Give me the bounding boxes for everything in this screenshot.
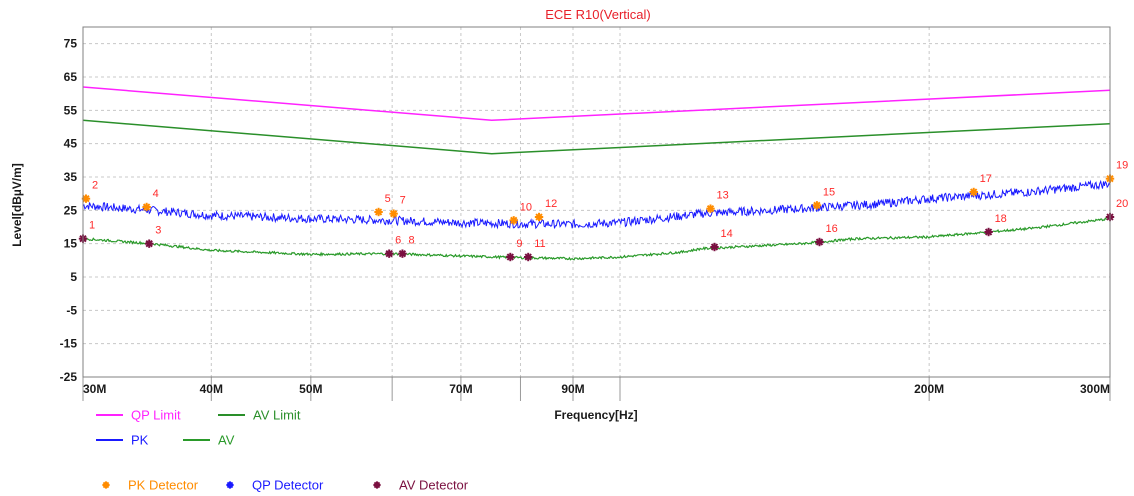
star-center (525, 254, 531, 260)
star-center (400, 251, 405, 256)
legend-marker (226, 481, 234, 489)
av-detector-point (984, 227, 993, 237)
av-detector-point (524, 252, 533, 262)
star-center (228, 483, 232, 487)
star-center (536, 214, 542, 220)
series-qp-limit (82, 86, 1111, 122)
y-tick-label: -15 (60, 337, 78, 351)
x-axis-label: Frequency[Hz] (554, 408, 637, 422)
marker-label: 20 (1116, 198, 1128, 210)
pk-detector-point (374, 207, 383, 217)
x-tick-label: 40M (200, 382, 223, 396)
y-tick-label: 75 (64, 37, 78, 51)
marker-label: 10 (520, 201, 532, 213)
av-detector-point (506, 252, 515, 262)
star-center (508, 254, 513, 260)
series-pk (82, 179, 1111, 230)
legend-label: QP Detector (252, 478, 324, 493)
x-tick-label: 200M (914, 382, 944, 396)
av-detector-point (384, 249, 394, 258)
series-av-limit (82, 119, 1111, 155)
star-center (814, 203, 820, 208)
star-center (511, 218, 517, 223)
pk-detector-point (969, 187, 978, 197)
pk-detector-point (534, 212, 544, 222)
star-center (146, 241, 152, 246)
av-detector-point (144, 239, 154, 248)
star-center (712, 244, 717, 250)
x-tick-label: 90M (561, 382, 584, 396)
star-center (817, 239, 822, 245)
y-tick-label: -25 (60, 370, 78, 384)
y-tick-label: 25 (64, 203, 78, 217)
pk-detector-point (509, 216, 518, 225)
y-tick-label: 5 (70, 270, 77, 284)
marker-label: 2 (92, 180, 98, 192)
plot-frame (82, 26, 1111, 378)
x-tick-label: 300M (1080, 382, 1110, 396)
series-av (82, 217, 1111, 261)
star-center (386, 251, 392, 256)
star-center (83, 196, 89, 201)
y-tick-label: 35 (64, 170, 78, 184)
chart-title: ECE R10(Vertical) (545, 7, 650, 22)
star-center (144, 204, 149, 210)
pk-detector-point (706, 204, 715, 213)
y-tick-label: 55 (64, 103, 78, 117)
marker-label: 11 (534, 238, 545, 250)
pk-detector-point (142, 202, 151, 212)
marker-label: 5 (385, 193, 391, 205)
pk-detector-point (389, 209, 398, 218)
star-center (391, 211, 396, 216)
legend-marker (373, 481, 381, 489)
legend-label: QP Limit (131, 408, 181, 423)
legend-label: AV Limit (253, 408, 301, 423)
marker-label: 12 (545, 198, 557, 210)
star-center (708, 206, 713, 211)
pk-detector-point (812, 201, 822, 210)
marker-label: 14 (720, 228, 732, 240)
av-detector-point (398, 249, 407, 258)
star-center (971, 189, 976, 195)
x-tick-label: 70M (449, 382, 472, 396)
marker-label: 18 (995, 213, 1007, 225)
legend-label: PK (131, 433, 149, 448)
y-tick-label: 65 (64, 70, 78, 84)
star-center (986, 229, 991, 235)
star-center (104, 483, 108, 487)
marker-label: 17 (980, 173, 992, 185)
marker-label: 6 (395, 235, 401, 247)
legend-label: AV (218, 433, 235, 448)
x-tick-label: 50M (299, 382, 322, 396)
legend: QP Limit AV Limit PK AV PK Detector QP Detect… (96, 408, 469, 493)
marker-label: 7 (400, 195, 406, 207)
y-tick-label: -5 (66, 303, 77, 317)
marker-label: 8 (408, 235, 414, 247)
series-layer (82, 86, 1111, 261)
marker-label: 16 (825, 223, 837, 235)
av-detector-point (710, 242, 719, 252)
y-tick-label: 45 (64, 137, 78, 151)
marker-label: 13 (717, 190, 729, 202)
legend-label: PK Detector (128, 478, 199, 493)
marker-label: 15 (823, 186, 835, 198)
marker-label: 3 (155, 225, 161, 237)
x-tick-label: 30M (83, 382, 106, 396)
av-detector-point (815, 237, 824, 247)
marker-label: 1 (89, 220, 95, 232)
marker-label: 9 (516, 238, 522, 250)
star-center (375, 483, 379, 487)
legend-marker (102, 481, 110, 489)
marker-label: 19 (1116, 160, 1128, 172)
marker-label: 4 (153, 188, 159, 200)
star-center (376, 209, 381, 215)
y-tick-label: 15 (64, 237, 78, 251)
grid (82, 27, 1111, 378)
legend-label: AV Detector (399, 478, 469, 493)
pk-detector-point (81, 194, 91, 203)
y-axis-label: Level[dBµV/m] (10, 163, 24, 247)
